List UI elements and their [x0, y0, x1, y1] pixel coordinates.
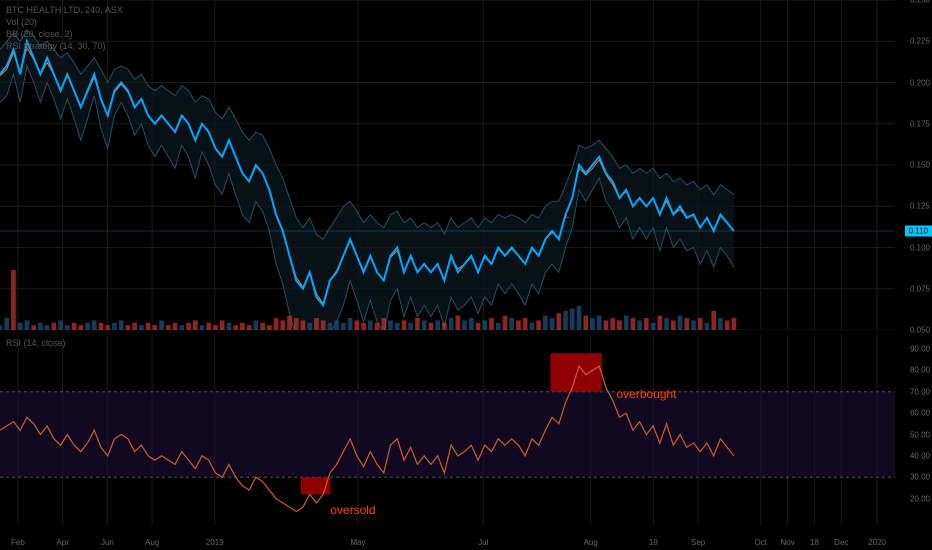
- y-tick-main: 0.200: [910, 78, 930, 87]
- svg-text:L: L: [566, 211, 571, 220]
- y-tick-main: 0.225: [910, 37, 930, 46]
- y-tick-main: 0.125: [910, 202, 930, 211]
- y-tick-main: 0.075: [910, 284, 930, 293]
- y-tick-main: 0.150: [910, 161, 930, 170]
- x-tick: Aug: [145, 538, 159, 547]
- y-tick-main: 0.250: [910, 0, 930, 5]
- x-tick: Aug: [584, 538, 598, 547]
- annotation-oversold: oversold: [330, 503, 375, 517]
- x-tick: Apr: [56, 538, 68, 547]
- x-tick: Sep: [691, 538, 705, 547]
- indicator-1: BB (20, close, 2): [6, 28, 123, 40]
- x-tick: Feb: [11, 538, 25, 547]
- annotation-overbought: overbought: [616, 387, 676, 401]
- volume-chart[interactable]: [0, 270, 895, 330]
- y-tick-rsi: 30.00: [910, 473, 930, 482]
- x-axis: Feb Apr Jun Aug 2019 May Jul Aug 19 Sep Oct Nov 18 De…: [0, 532, 895, 550]
- x-tick: Jul: [478, 538, 488, 547]
- y-tick-rsi: 50.00: [910, 430, 930, 439]
- x-tick: Dec: [834, 538, 848, 547]
- y-tick-rsi: 60.00: [910, 409, 930, 418]
- rsi-label: RSI (14, close): [6, 338, 66, 348]
- y-tick-rsi: 90.00: [910, 345, 930, 354]
- x-tick: 2019: [206, 538, 224, 547]
- y-tick-rsi: 20.00: [910, 494, 930, 503]
- y-tick-rsi: 70.00: [910, 387, 930, 396]
- chart-container: BTC HEALTH LTD, 240, ASX Vol (20) BB (20…: [0, 0, 932, 550]
- y-tick-main: 0.175: [910, 119, 930, 128]
- y-tick-rsi: 80.00: [910, 366, 930, 375]
- x-tick: 2020: [868, 538, 886, 547]
- current-price-tag: 0.110: [905, 226, 932, 237]
- indicator-2: RSI Strategy (14, 30, 70): [6, 40, 123, 52]
- y-tick-main: 0.100: [910, 243, 930, 252]
- x-tick: Nov: [780, 538, 794, 547]
- x-tick: 19: [649, 538, 658, 547]
- rsi-chart[interactable]: [0, 335, 895, 525]
- y-tick-rsi: 40.00: [910, 451, 930, 460]
- y-axis-rsi: 90.00 80.00 70.00 60.00 50.00 40.00 30.00 20.00: [895, 335, 932, 525]
- y-axis-main: 0.250 0.225 0.200 0.175 0.150 0.125 0.100 0.075…: [895, 0, 932, 330]
- ticker-info: BTC HEALTH LTD, 240, ASX Vol (20) BB (20…: [6, 4, 123, 52]
- ticker-symbol: BTC HEALTH LTD, 240, ASX: [6, 4, 123, 16]
- x-tick: 18: [810, 538, 819, 547]
- x-tick: Jun: [101, 538, 114, 547]
- y-tick-main: 0.050: [910, 326, 930, 335]
- indicator-0: Vol (20): [6, 16, 123, 28]
- x-tick: Oct: [755, 538, 767, 547]
- x-tick: May: [350, 538, 365, 547]
